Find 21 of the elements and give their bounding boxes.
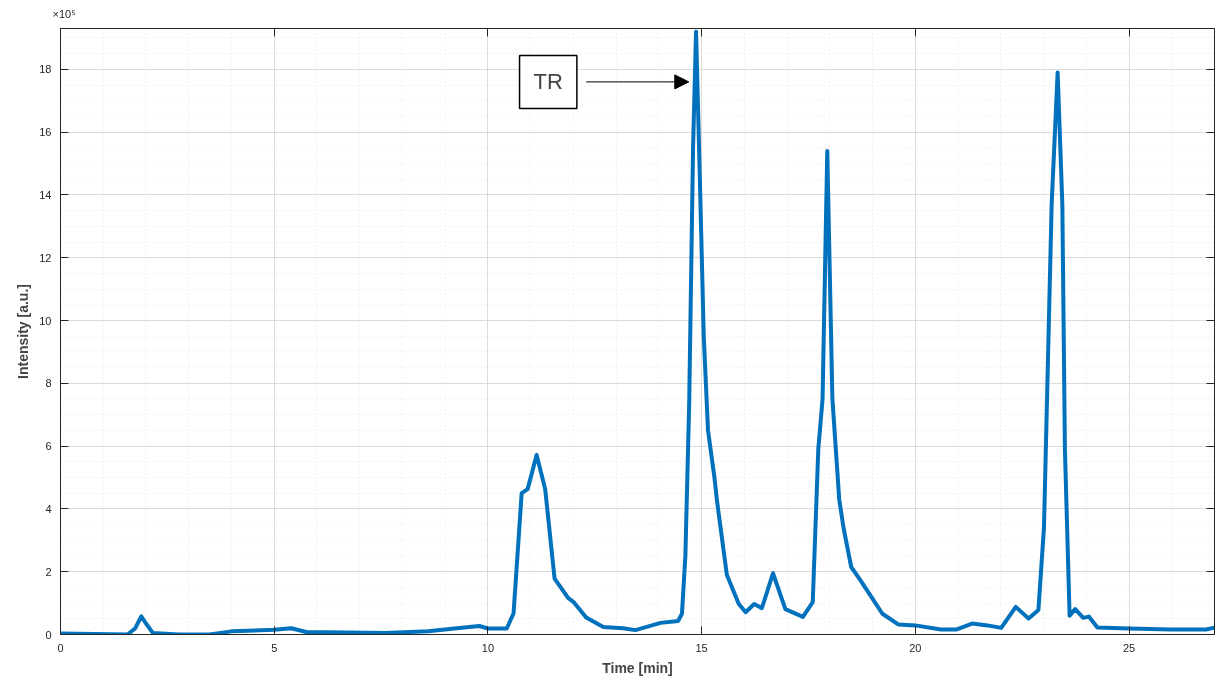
y-tick-label: 18 [39,63,52,76]
y-tick-label: 12 [39,251,52,264]
x-tick-label: 10 [481,641,495,654]
y-tick-label: 8 [45,377,52,390]
x-tick-label: 25 [1122,641,1136,654]
y-tick-label: 16 [39,126,52,139]
y-axis-title: Intensity [a.u.] [15,284,32,379]
x-tick-label: 15 [695,641,708,654]
x-tick-label: 0 [57,641,64,654]
y-tick-label: 2 [45,565,52,578]
line-series [60,29,1215,635]
y-tick-label: 10 [39,314,52,327]
y-tick-label: 4 [45,502,52,515]
y-tick-label: 6 [45,440,52,453]
x-axis-title: Time [min] [602,659,673,676]
text: ×10⁵ [52,7,76,20]
x-tick-label: 20 [909,641,922,654]
x-tick-label: 5 [271,641,278,654]
y-tick-label: 14 [39,188,52,201]
annotation: TR [533,69,563,95]
y-tick-label: 0 [45,628,52,641]
